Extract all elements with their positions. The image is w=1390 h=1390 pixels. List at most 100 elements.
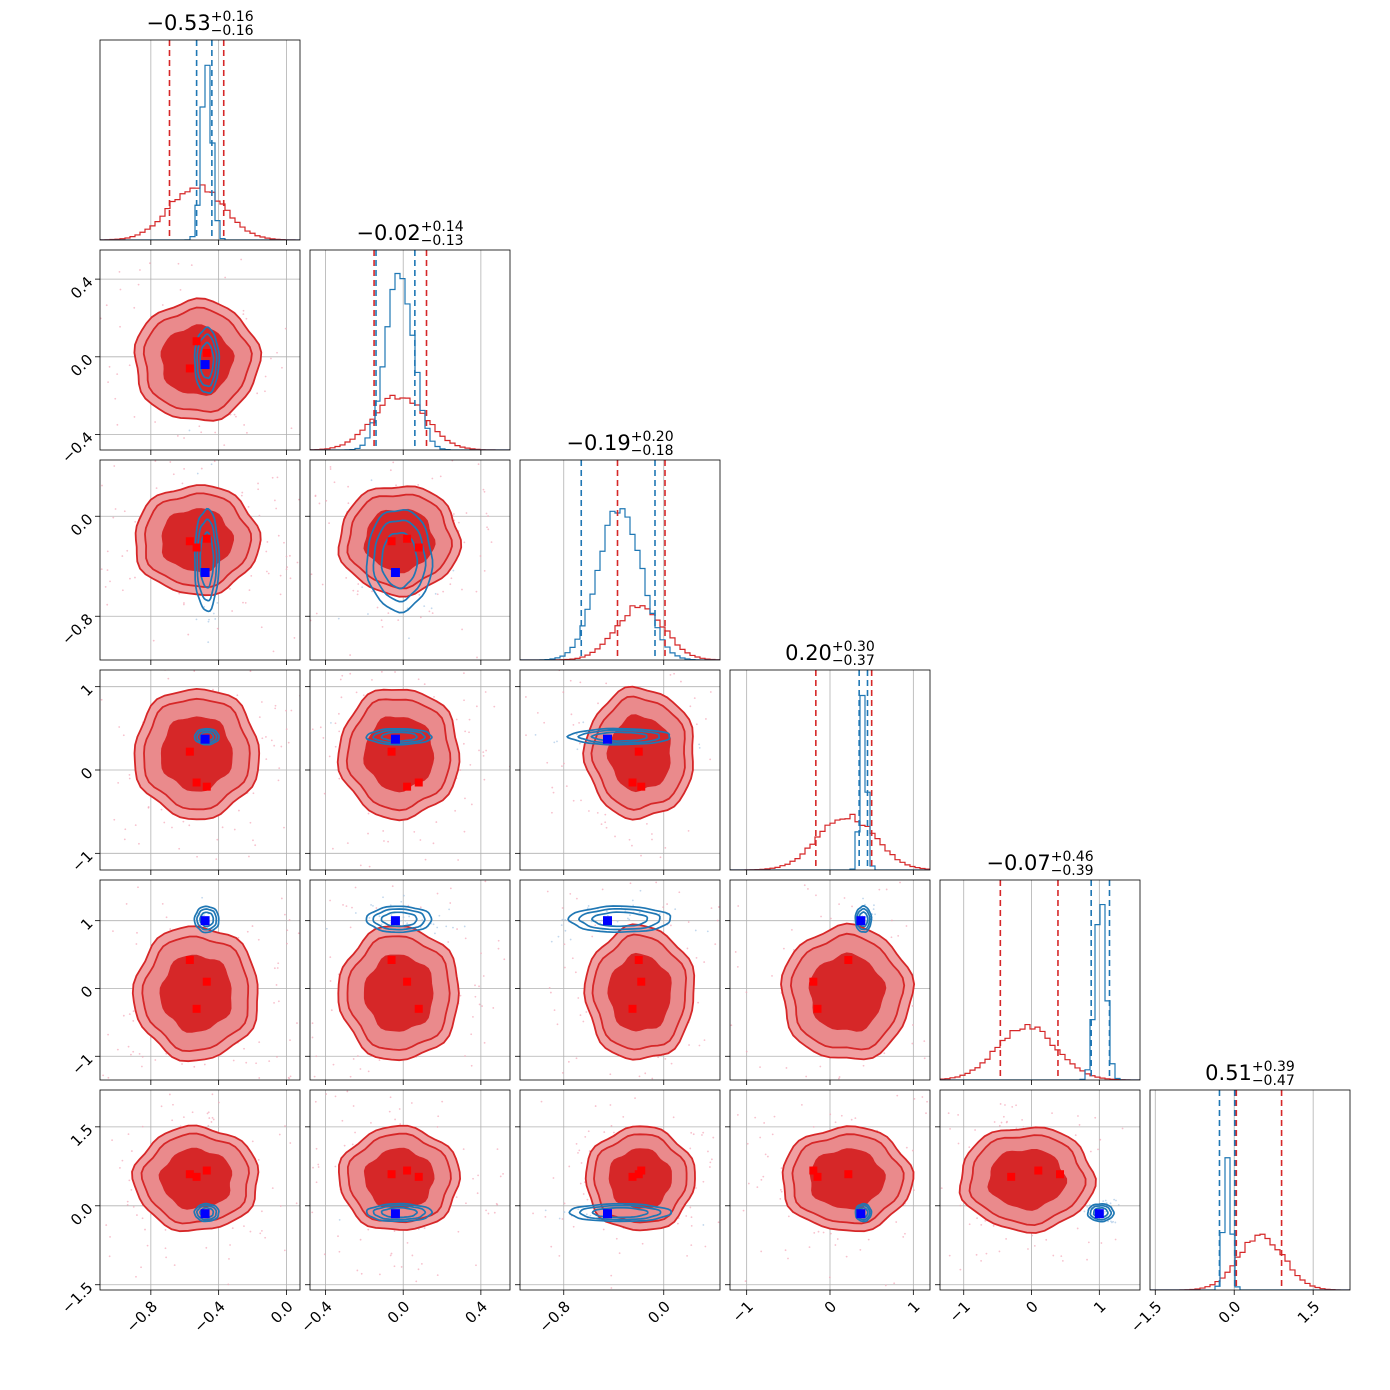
x-tick-label: 0.0 [267,1298,297,1328]
panel-border [99,1089,301,1291]
sample-dot [349,1075,352,1078]
panel-border [519,879,721,1081]
y-tick-label: −1 [68,847,96,875]
sample-dot [417,678,420,681]
sample-dot [759,1136,762,1139]
sample-dot [485,1209,487,1212]
sample-dot [705,718,707,720]
red-histogram [310,394,510,450]
sample-dot [130,1188,133,1191]
sample-dot [497,939,500,942]
sample-dot [338,730,341,733]
sample-dot [698,1044,701,1047]
sample-dot [913,1097,916,1100]
sample-dot [352,589,355,592]
sample-dot [760,1178,763,1181]
sample-dot [296,1022,298,1024]
sample-dot [613,1131,615,1134]
sample-dot [627,917,629,920]
sample-dot [712,1136,715,1139]
sample-dot [553,741,556,744]
sample-dot [91,1076,93,1078]
title-plus: +0.39 [1252,1059,1295,1075]
sample-dot [334,722,337,725]
sample-dot [664,1057,667,1060]
sample-dot [172,473,175,476]
sample-dot [483,1041,486,1044]
blue-marker [603,734,612,744]
blue-contour-1 [196,908,218,931]
sample-dot [356,1269,359,1272]
sample-dot [937,998,939,1000]
sample-dot [438,914,441,917]
sample-dot [211,1116,214,1119]
sample-dot [463,830,466,833]
sample-dot [283,826,285,829]
sample-dot [655,881,658,884]
sample-dot [499,1175,502,1178]
sample-dot [106,603,109,606]
sample-dot [408,637,410,640]
sample-dot [493,1211,496,1214]
sample-dot [862,1064,865,1067]
sample-dot [582,1193,585,1195]
sample-dot [329,468,332,470]
sample-dot [536,711,539,714]
red-marker [414,543,423,552]
sample-dot [449,583,452,586]
sample-dot [200,431,203,434]
sample-dot [314,494,317,497]
sample-dot [399,919,402,922]
sample-dot [243,424,246,426]
sample-dot [170,872,172,874]
sample-dot [853,920,856,923]
blue-marker [200,916,210,926]
sample-dot [931,1184,933,1186]
sample-dot [274,707,277,710]
x-tick-label: −0.8 [536,1298,574,1336]
sample-dot [591,666,593,668]
sample-dot [546,890,549,893]
sample-dot [91,1195,93,1197]
sample-dot [587,905,590,907]
blue-contour-0 [193,507,221,613]
sample-dot [104,585,107,588]
param-title-4: −0.07+0.46 −0.39 [986,849,1093,879]
sample-dot [571,957,574,960]
sample-dot [925,1112,927,1115]
sample-dot [198,425,201,428]
sample-dot [1000,1121,1003,1124]
panel-content [100,250,300,450]
blue-contour-0 [193,326,221,394]
sample-dot [116,373,119,376]
red-marker [192,1172,201,1181]
sample-dot [694,929,697,932]
sample-dot [279,593,282,596]
sample-dot [688,1044,690,1046]
sample-dot [746,1142,749,1145]
sample-dot [695,1187,697,1189]
sample-dot [850,1118,853,1121]
sample-dot [463,925,466,928]
blue-marker [200,1209,210,1219]
sample-dot [638,911,641,914]
sample-dot [216,665,218,667]
blue-marker [856,916,866,926]
sample-dot [171,826,173,829]
sample-dot [248,589,251,592]
sample-dot [315,1147,318,1150]
sample-dot [118,726,121,728]
sample-dot [462,742,465,745]
blue-contour-2 [591,1206,649,1219]
title-minus: −0.18 [631,443,674,459]
sample-dot [113,818,116,821]
sample-dot [147,806,150,808]
sample-dot [391,885,394,888]
blue-contour-0 [566,727,671,746]
sample-dot [333,481,336,484]
sample-dot [787,1215,790,1218]
panel-border [1149,1089,1351,1291]
sample-dot [255,1062,258,1065]
sample-dot [207,1124,210,1127]
blue-contour-0 [193,905,220,934]
